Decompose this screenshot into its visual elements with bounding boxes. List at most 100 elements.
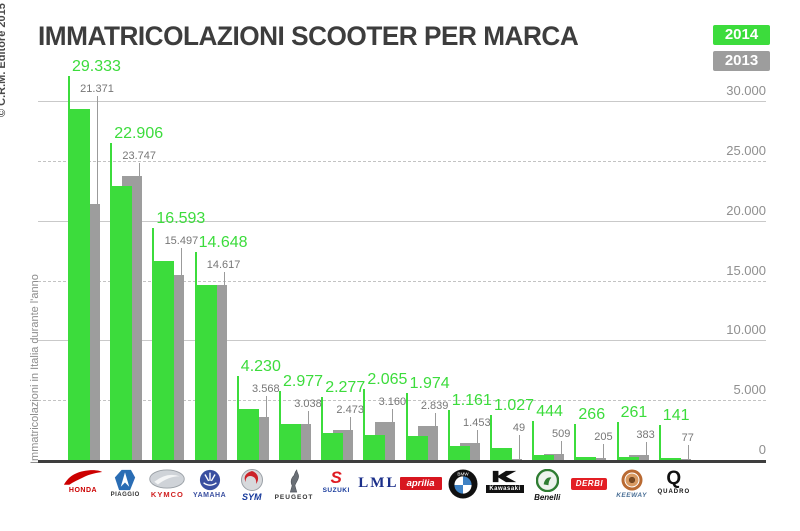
leader-2013-Kawasaki: [519, 434, 520, 460]
leader-2014-KYMCO: [152, 228, 155, 262]
leader-2013-KYMCO: [181, 248, 183, 275]
bar-2014-Benelli: [532, 454, 555, 460]
leader-2013-SYM: [265, 396, 267, 418]
gridline-20.000: [38, 220, 766, 222]
leader-2014-SUZUKI: [321, 397, 324, 433]
honda-wing-icon: [63, 470, 103, 485]
leader-2014-YAMAHA: [194, 251, 197, 285]
quadro-q-icon: Q: [666, 468, 682, 489]
value-2014-Kawasaki: 1.027: [494, 396, 535, 414]
value-2013-Benelli: 509: [552, 427, 571, 440]
gridline-15.000: [38, 280, 766, 282]
leader-2013-Benelli: [561, 440, 563, 454]
value-2013-PIAGGIO: 23.747: [122, 149, 157, 162]
value-2014-LML: 2.065: [367, 371, 408, 389]
value-2013-LML: 3.160: [378, 396, 407, 409]
leader-2013-HONDA: [97, 95, 98, 205]
aprilia-wordmark-icon: aprilia: [399, 477, 442, 490]
value-2013-SYM: 3.568: [252, 383, 280, 396]
x-axis-baseline: [38, 460, 766, 463]
leader-2013-LML: [392, 409, 394, 423]
value-2013-aprilia: 2.839: [420, 400, 449, 413]
derbi-wordmark-icon: DERBI: [571, 478, 608, 490]
bar-2013-Benelli: [544, 453, 565, 460]
bar-2014-aprilia: [405, 436, 428, 460]
y-tick-label-20.000: 20.000: [726, 202, 766, 218]
suzuki-s-icon: S: [330, 468, 342, 487]
page-title: IMMATRICOLAZIONI SCOOTER PER MARCA: [38, 21, 579, 51]
legend: 2014 2013: [713, 25, 770, 77]
leader-2013-DERBI: [603, 443, 605, 458]
leader-2014-DERBI: [574, 423, 577, 457]
y-tick-label-30.000: 30.000: [726, 83, 766, 98]
bar-2014-QUADRO: [658, 458, 681, 460]
brand-label-yamaha: YAMAHA: [193, 492, 227, 499]
brand-label-sym: SYM: [242, 492, 262, 502]
leader-2013-BMW: [476, 429, 478, 443]
value-2013-KYMCO: 15.497: [164, 235, 199, 248]
svg-text:BMW: BMW: [457, 472, 469, 477]
bar-2014-Kawasaki: [490, 447, 512, 460]
bar-2014-SYM: [236, 409, 259, 460]
brand-logo-suzuki: S SUZUKI: [308, 469, 364, 513]
leader-2014-KEEWAY: [616, 422, 619, 457]
brand-logo-kymco: KYMCO: [139, 469, 195, 513]
brand-logo-piaggio: PIAGGIO: [97, 469, 153, 513]
brand-logo-aprilia: aprilia: [393, 469, 449, 513]
leader-2013-PEUGEOT: [308, 410, 309, 424]
value-2014-HONDA: 29.333: [72, 57, 121, 75]
bar-2014-DERBI: [574, 456, 597, 460]
gridline-10.000: [38, 340, 766, 342]
y-tick-label-0: 0: [758, 442, 766, 457]
kawasaki-k-icon: [492, 470, 517, 483]
bar-2014-KEEWAY: [616, 456, 639, 460]
leader-2013-QUADRO: [687, 445, 689, 460]
leader-2014-BMW: [447, 409, 450, 447]
leader-2014-Benelli: [532, 420, 535, 455]
bar-2013-QUADRO: [670, 459, 691, 460]
leader-2013-SUZUKI: [350, 417, 352, 431]
brand-logo-bmw: BMW: [435, 469, 491, 513]
brand-logo-quadro: Q QUADRO: [646, 469, 702, 513]
value-2014-SYM: 4.230: [240, 358, 281, 376]
value-2014-PEUGEOT: 2.977: [283, 372, 324, 390]
gridline-30.000: [38, 101, 766, 102]
brand-label-piaggio: PIAGGIO: [110, 492, 140, 498]
brand-logo-honda: HONDA: [55, 469, 111, 513]
value-2014-SUZUKI: 2.277: [325, 379, 366, 397]
value-2014-QUADRO: 141: [662, 407, 690, 425]
leader-2014-SYM: [236, 376, 239, 410]
bar-2013-KEEWAY: [628, 455, 649, 460]
value-2013-PEUGEOT: 3.038: [294, 397, 322, 410]
brand-logo-kawasaki: Kawasaki: [477, 469, 533, 513]
benelli-crest-icon: [535, 469, 559, 492]
gridline-5.000: [38, 400, 766, 402]
legend-item-2013: 2013: [713, 51, 770, 71]
leader-2013-PIAGGIO: [139, 162, 141, 176]
gridline-25.000: [38, 160, 766, 162]
yamaha-tuning-fork-icon: [199, 469, 220, 491]
value-2014-KEEWAY: 261: [620, 404, 648, 422]
value-2014-PIAGGIO: 22.906: [114, 124, 164, 142]
brand-label-kawasaki: Kawasaki: [486, 485, 524, 493]
brand-label-suzuki: SUZUKI: [322, 487, 350, 494]
peugeot-lion-icon: [289, 469, 299, 493]
sym-emblem-icon: [240, 469, 263, 491]
leader-2014-HONDA: [68, 75, 70, 109]
leader-2014-Kawasaki: [490, 414, 492, 448]
leader-2014-LML: [363, 389, 366, 436]
bar-2014-BMW: [447, 446, 470, 460]
bar-2014-LML: [363, 435, 386, 460]
y-tick-label-25.000: 25.000: [726, 142, 766, 158]
brand-label-honda: HONDA: [68, 487, 98, 494]
value-2013-SUZUKI: 2.473: [336, 404, 364, 417]
bar-2014-KYMCO: [152, 261, 175, 460]
value-2013-QUADRO: 77: [681, 432, 694, 445]
value-2014-DERBI: 266: [578, 405, 606, 423]
bar-2014-SUZUKI: [321, 432, 344, 460]
leader-2013-KEEWAY: [645, 442, 647, 456]
bar-2013-Kawasaki: [502, 459, 522, 460]
leader-2014-aprilia: [405, 393, 408, 437]
brand-label-quadro: QUADRO: [657, 489, 691, 495]
